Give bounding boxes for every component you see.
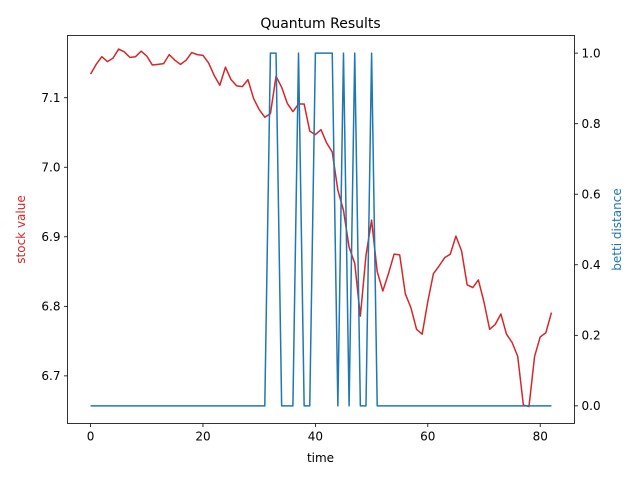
x-tick-label: 0 — [87, 430, 95, 444]
left-y-tick-label: 6.8 — [41, 300, 60, 314]
x-tick-label: 80 — [533, 430, 548, 444]
left-y-tick-label: 7.1 — [41, 91, 60, 105]
right-y-axis-ticks: 0.0 0.2 0.4 0.6 0.8 1.0 — [574, 46, 601, 413]
right-y-tick-label: 0.2 — [582, 329, 601, 343]
stock-value-line — [89, 48, 553, 408]
left-y-axis-label: stock value — [14, 195, 28, 263]
left-y-axis-ticks: 6.7 6.8 6.9 7.0 7.1 — [41, 91, 68, 383]
x-axis-ticks: 0 20 40 60 80 — [87, 423, 548, 444]
plot-lines — [89, 48, 553, 408]
right-y-tick-label: 0.0 — [582, 399, 601, 413]
x-tick-label: 40 — [308, 430, 323, 444]
x-axis-label: time — [307, 451, 334, 465]
x-tick-label: 60 — [420, 430, 435, 444]
left-y-tick-label: 6.9 — [41, 230, 60, 244]
betti-distance-line — [90, 52, 552, 407]
x-tick-label: 20 — [195, 430, 210, 444]
left-y-tick-label: 6.7 — [41, 369, 60, 383]
right-y-tick-label: 0.4 — [582, 258, 601, 272]
right-y-tick-label: 0.6 — [582, 188, 601, 202]
right-y-tick-label: 0.8 — [582, 117, 601, 131]
right-y-tick-label: 1.0 — [582, 46, 601, 60]
plot-frame — [67, 35, 575, 424]
left-y-tick-label: 7.0 — [41, 161, 60, 175]
right-y-axis-label: betti distance — [610, 188, 624, 270]
chart-title: Quantum Results — [260, 16, 380, 32]
